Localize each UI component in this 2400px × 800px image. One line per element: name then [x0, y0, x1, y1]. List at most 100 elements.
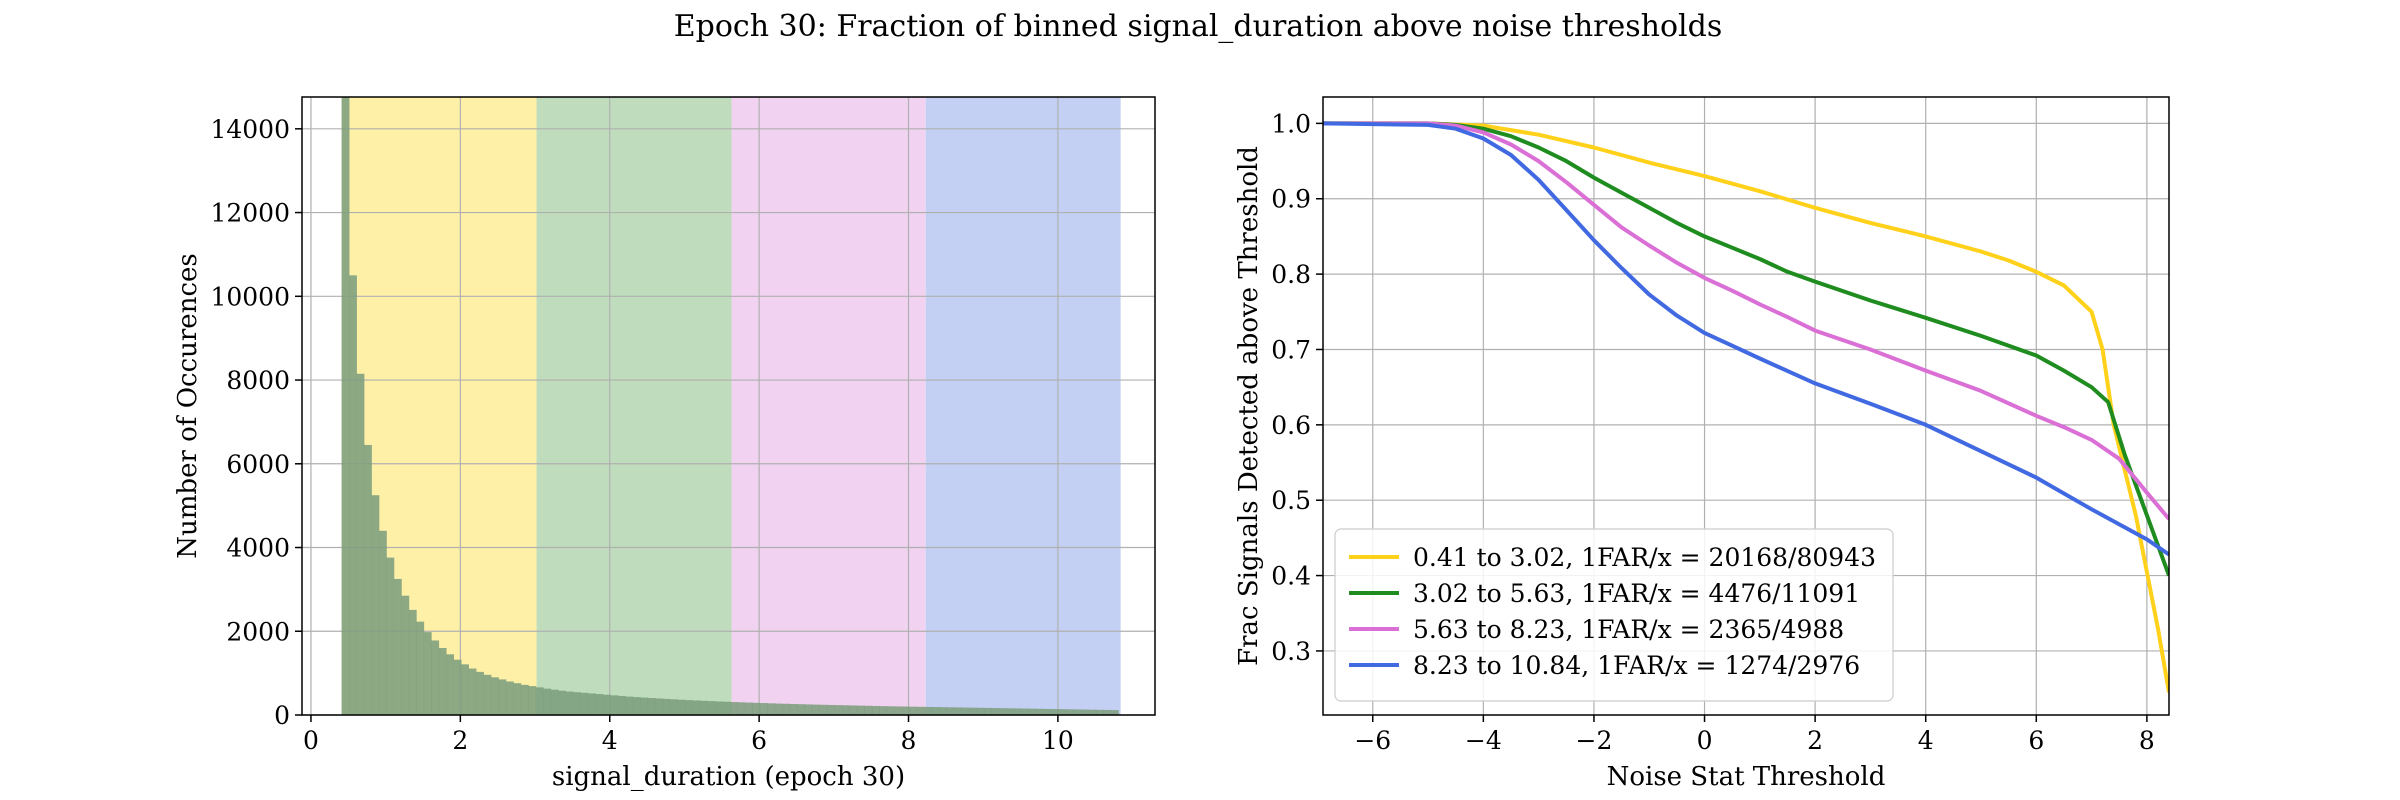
detection-y-axis-label: Frac Signals Detected above Threshold	[1234, 146, 1264, 666]
histogram-bar	[617, 695, 626, 715]
histogram-bar	[356, 373, 365, 715]
histogram-bar	[1088, 709, 1097, 715]
histogram-bar	[528, 686, 537, 715]
histogram-y-tick-label: 10000	[210, 282, 290, 311]
histogram-x-tick-label: 10	[1042, 726, 1074, 755]
histogram-x-tick-label: 0	[303, 726, 319, 755]
histogram-bar	[894, 706, 903, 715]
series-line-2	[1323, 121, 2169, 577]
histogram-bar	[632, 697, 641, 715]
detection-y-tick-label: 0.6	[1271, 411, 1311, 440]
histogram-bar	[819, 704, 828, 715]
histogram-bar	[692, 700, 701, 715]
detection-y-tick-label: 0.7	[1271, 335, 1311, 364]
histogram-bar	[468, 668, 477, 715]
histogram-bar	[909, 706, 918, 715]
bin-region-4	[925, 97, 1121, 715]
detection-legend: 0.41 to 3.02, 1FAR/x = 20168/80943 3.02 t…	[1334, 528, 1894, 702]
histogram-bar	[371, 495, 380, 715]
histogram-bar	[625, 696, 634, 715]
histogram-bar	[916, 706, 925, 715]
histogram-y-tick-label: 14000	[210, 115, 290, 144]
histogram-bar	[1051, 709, 1060, 715]
histogram-bar	[401, 595, 410, 715]
histogram-bar	[543, 688, 552, 715]
histogram-bar	[423, 632, 432, 715]
legend-box	[1334, 528, 1894, 702]
histogram-bar	[752, 702, 761, 715]
histogram-bar	[341, 97, 350, 715]
histogram-bar	[931, 707, 940, 715]
histogram-bar	[655, 698, 664, 715]
histogram-bar	[767, 703, 776, 715]
bin-region-2	[536, 97, 732, 715]
histogram-bar	[901, 706, 910, 715]
histogram-bar	[849, 705, 858, 715]
histogram-bar	[812, 704, 821, 715]
histogram-bar	[1081, 709, 1089, 715]
histogram-bar	[759, 703, 768, 715]
histogram-bar	[416, 621, 425, 715]
histogram-bar	[744, 702, 753, 715]
detection-fraction-chart: −6 −4 −2 0 2 4 6 8 0.3 0.4 0.5 0.6 0.7 0.8 0.9 1.0 Nois…	[1234, 96, 2170, 792]
histogram-bar	[461, 664, 469, 715]
detection-x-axis-label: Noise Stat Threshold	[1607, 762, 1886, 792]
detection-x-tick-label: 6	[2028, 726, 2044, 755]
detection-frame	[1322, 96, 2170, 716]
histogram-grid	[302, 97, 1155, 716]
detection-y-tick-label: 0.4	[1271, 562, 1311, 591]
histogram-bar	[558, 690, 567, 715]
histogram-bar	[886, 706, 895, 715]
legend-label-4: 8.23 to 10.84, 1FAR/x = 1274/2976	[1413, 651, 1860, 680]
histogram-bar	[685, 700, 694, 715]
histogram-bar	[573, 692, 582, 715]
histogram-bar	[610, 695, 619, 715]
histogram-bar	[842, 705, 850, 715]
histogram-bar	[871, 705, 880, 715]
detection-ticks: −6 −4 −2 0 2 4 6 8 0.3 0.4 0.5 0.6 0.7 0.8 0.9 1.0	[1271, 109, 2155, 755]
duration-bin-regions	[341, 97, 1121, 715]
histogram-bar	[565, 691, 574, 715]
histogram-bar	[1043, 708, 1052, 715]
bin-region-3	[731, 97, 926, 715]
detection-x-tick-label: 0	[1697, 726, 1713, 755]
histogram-bar	[349, 275, 357, 715]
histogram-bar	[1013, 708, 1022, 715]
histogram-bar	[1103, 709, 1112, 715]
legend-label-1: 0.41 to 3.02, 1FAR/x = 20168/80943	[1413, 543, 1876, 572]
detection-y-tick-label: 0.9	[1271, 185, 1311, 214]
histogram-bar	[677, 699, 686, 715]
figure-title: Epoch 30: Fraction of binned signal_dura…	[674, 9, 1723, 44]
histogram-bar	[408, 609, 417, 715]
histogram-bar	[580, 692, 589, 715]
detection-series-lines	[1323, 121, 2169, 693]
histogram-frame	[301, 96, 1156, 716]
histogram-bar	[386, 557, 395, 715]
histogram-bar	[976, 707, 985, 715]
histogram-bar	[946, 707, 955, 715]
histogram-y-tick-label: 8000	[226, 366, 290, 395]
histogram-bar	[729, 702, 738, 715]
histogram-bar	[969, 707, 977, 715]
histogram-bar	[700, 700, 708, 715]
histogram-bar	[939, 707, 948, 715]
histogram-x-tick-label: 4	[602, 726, 618, 755]
histogram-bar	[1110, 710, 1119, 715]
histogram-bar	[954, 707, 962, 715]
histogram-bars	[341, 97, 1119, 715]
histogram-bar	[505, 681, 514, 715]
histogram-bar	[804, 704, 813, 715]
histogram-bar	[782, 703, 791, 715]
histogram-bar	[603, 694, 611, 715]
histogram-bar	[856, 705, 865, 715]
histogram-bar	[774, 703, 783, 715]
legend-label-3: 5.63 to 8.23, 1FAR/x = 2365/4988	[1413, 615, 1844, 644]
histogram-bar	[647, 698, 656, 715]
histogram-bar	[789, 703, 798, 715]
histogram-bar	[453, 659, 462, 715]
detection-x-tick-label: −2	[1576, 726, 1613, 755]
histogram-bar	[737, 702, 746, 715]
histogram-x-tick-label: 8	[901, 726, 917, 755]
series-line-4	[1323, 121, 2169, 557]
histogram-bar	[983, 707, 992, 715]
